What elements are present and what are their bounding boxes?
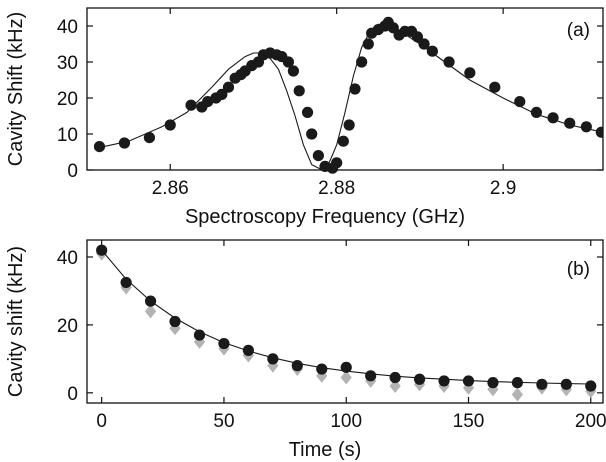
data-point <box>144 295 157 307</box>
data-point <box>464 67 476 79</box>
data-point <box>564 117 576 129</box>
data-point <box>306 128 318 140</box>
fit-curve <box>95 23 603 170</box>
data-point <box>185 99 197 111</box>
panel-b: 0 50 100 150 200 0 20 40 Time (s) Cavity shift (k… <box>5 239 606 461</box>
data-point <box>585 380 597 392</box>
x-tick-label: 50 <box>213 411 234 432</box>
data-point-diamond <box>144 304 157 319</box>
data-point <box>218 337 230 350</box>
data-point-diamond <box>389 379 401 394</box>
data-point <box>316 363 328 375</box>
data-point <box>312 150 324 162</box>
data-point <box>216 88 228 100</box>
data-point <box>340 361 352 373</box>
data-point <box>164 119 176 131</box>
data-point <box>511 377 524 389</box>
data-point <box>418 38 430 50</box>
data-point <box>331 157 343 169</box>
data-point <box>487 377 499 389</box>
data-point <box>337 135 349 147</box>
data-point <box>120 276 132 289</box>
plot-frame <box>86 239 604 404</box>
y-tick-label: 40 <box>57 248 78 269</box>
plot-frame <box>86 7 604 171</box>
data-point <box>362 38 374 50</box>
data-point <box>536 378 548 390</box>
data-point <box>547 112 559 124</box>
plot-area <box>96 244 597 402</box>
data-point <box>267 353 279 365</box>
data-point <box>222 81 235 93</box>
data-point <box>169 315 181 328</box>
x-tick-label: 150 <box>453 411 485 432</box>
data-point <box>301 106 314 118</box>
data-point-diamond <box>511 387 524 402</box>
data-point <box>530 106 543 118</box>
y-axis-label: Cavity shift (kHz) <box>5 246 27 397</box>
data-point <box>580 121 592 133</box>
data-point <box>438 375 450 387</box>
x-axis-label: Spectroscopy Frequency (GHz) <box>185 206 465 228</box>
y-tick-label: 30 <box>57 53 78 74</box>
x-tick-label: 2.88 <box>318 178 355 199</box>
data-point <box>389 371 401 384</box>
data-point <box>118 137 131 149</box>
data-point <box>143 132 156 144</box>
data-point <box>560 378 572 390</box>
data-point <box>365 370 377 382</box>
data-point <box>291 360 303 372</box>
panel-a: 2.86 2.88 2.9 0 10 20 30 40 Spectroscopy Frequen… <box>5 7 604 228</box>
x-tick-label: 2.86 <box>152 178 189 199</box>
data-point <box>411 31 424 43</box>
y-tick-label: 20 <box>57 316 78 337</box>
data-point <box>287 65 299 77</box>
data-point <box>413 373 426 385</box>
data-point <box>349 83 361 95</box>
x-tick-label: 2.9 <box>490 178 516 199</box>
data-point <box>293 85 305 97</box>
data-point <box>489 81 501 93</box>
data-point <box>193 329 206 341</box>
plot-area <box>93 16 603 174</box>
data-point-diamond <box>487 382 499 397</box>
y-tick-label: 20 <box>57 89 78 110</box>
data-point <box>514 96 526 108</box>
x-axis-label: Time (s) <box>289 439 362 461</box>
data-point <box>93 141 106 153</box>
data-point <box>343 119 355 131</box>
data-point <box>443 56 455 68</box>
data-point-diamond <box>340 370 352 385</box>
data-point <box>595 126 603 138</box>
panel-label: (a) <box>567 20 590 41</box>
y-tick-label: 0 <box>67 384 78 405</box>
data-point-diamond <box>267 358 279 373</box>
x-tick-label: 0 <box>96 411 107 432</box>
data-point <box>426 45 438 57</box>
y-axis-label: Cavity Shift (kHz) <box>5 12 27 166</box>
data-point <box>242 344 255 356</box>
data-point <box>282 56 295 68</box>
panel-label: (b) <box>567 259 590 280</box>
y-tick-label: 40 <box>57 17 78 38</box>
data-point <box>462 375 475 387</box>
data-point <box>96 244 108 256</box>
x-tick-label: 100 <box>330 411 362 432</box>
y-tick-label: 10 <box>57 125 78 146</box>
data-point <box>356 56 368 68</box>
y-tick-label: 0 <box>67 161 78 182</box>
x-tick-label: 200 <box>575 411 606 432</box>
